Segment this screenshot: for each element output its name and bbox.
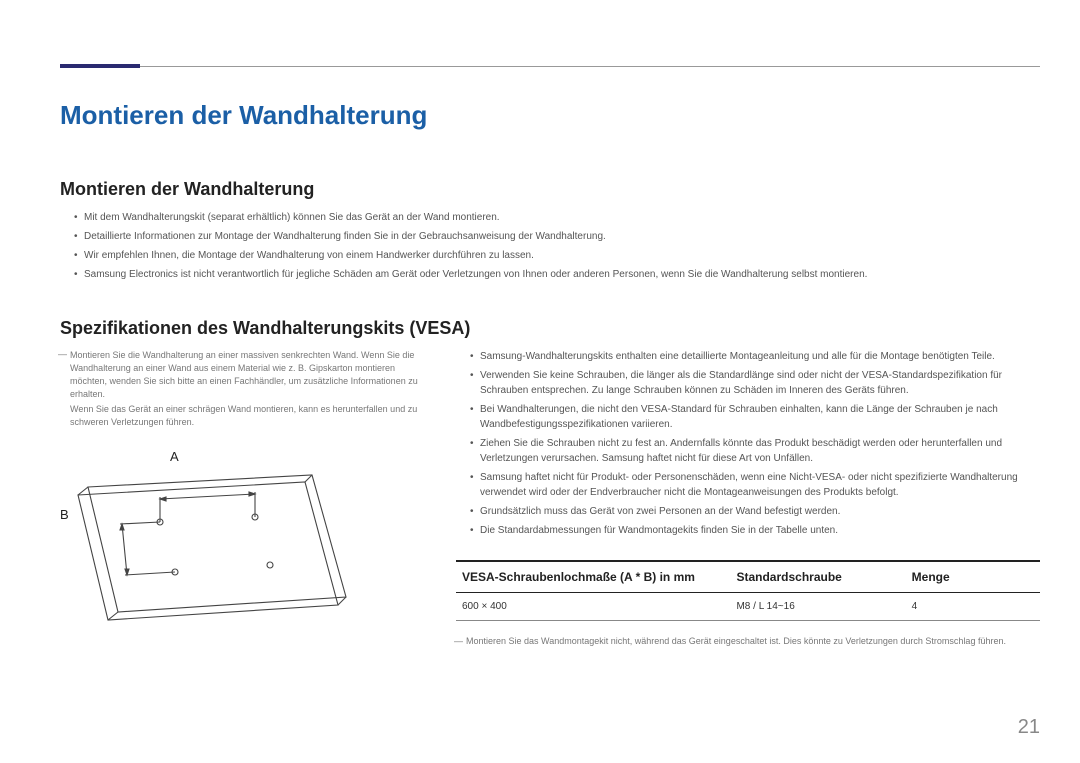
table-cell: 600 × 400 (456, 593, 730, 621)
list-item: Detaillierte Informationen zur Montage d… (74, 229, 1040, 244)
vesa-diagram: A B (60, 447, 350, 627)
header-divider (60, 66, 1040, 67)
list-item: Die Standardabmessungen für Wandmontagek… (470, 523, 1040, 538)
section1-heading: Montieren der Wandhalterung (60, 179, 1040, 200)
list-item: Ziehen Sie die Schrauben nicht zu fest a… (470, 436, 1040, 466)
diagram-svg (60, 447, 350, 627)
list-item: Samsung haftet nicht für Produkt- oder P… (470, 470, 1040, 500)
table-row: 600 × 400 M8 / L 14~16 4 (456, 593, 1040, 621)
table-header: Standardschraube (730, 561, 905, 593)
vesa-spec-table: VESA-Schraubenlochmaße (A * B) in mm Sta… (456, 560, 1040, 621)
page-title: Montieren der Wandhalterung (60, 100, 1040, 131)
left-note: Wenn Sie das Gerät an einer schrägen Wan… (60, 403, 428, 429)
list-item: Samsung-Wandhalterungskits enthalten ein… (470, 349, 1040, 364)
table-cell: 4 (906, 593, 1040, 621)
list-item: Wir empfehlen Ihnen, die Montage der Wan… (74, 248, 1040, 263)
header-accent (60, 64, 140, 68)
section2-list: Samsung-Wandhalterungskits enthalten ein… (456, 349, 1040, 538)
diagram-label-b: B (60, 507, 69, 522)
bottom-note: Montieren Sie das Wandmontagekit nicht, … (456, 635, 1040, 648)
table-header: VESA-Schraubenlochmaße (A * B) in mm (456, 561, 730, 593)
list-item: Bei Wandhalterungen, die nicht den VESA-… (470, 402, 1040, 432)
table-cell: M8 / L 14~16 (730, 593, 905, 621)
page-content: Montieren der Wandhalterung Montieren de… (60, 100, 1040, 648)
section2: Spezifikationen des Wandhalterungskits (… (60, 318, 1040, 648)
list-item: Grundsätzlich muss das Gerät von zwei Pe… (470, 504, 1040, 519)
table-header: Menge (906, 561, 1040, 593)
diagram-label-a: A (170, 449, 179, 464)
two-column-layout: Montieren Sie die Wandhalterung an einer… (60, 349, 1040, 648)
list-item: Samsung Electronics ist nicht verantwort… (74, 267, 1040, 282)
left-note: Montieren Sie die Wandhalterung an einer… (60, 349, 428, 401)
left-column: Montieren Sie die Wandhalterung an einer… (60, 349, 428, 648)
list-item: Verwenden Sie keine Schrauben, die länge… (470, 368, 1040, 398)
right-column: Samsung-Wandhalterungskits enthalten ein… (456, 349, 1040, 648)
section2-heading: Spezifikationen des Wandhalterungskits (… (60, 318, 1040, 339)
list-item: Mit dem Wandhalterungskit (separat erhäl… (74, 210, 1040, 225)
section1-list: Mit dem Wandhalterungskit (separat erhäl… (60, 210, 1040, 282)
page-number: 21 (1018, 716, 1040, 739)
